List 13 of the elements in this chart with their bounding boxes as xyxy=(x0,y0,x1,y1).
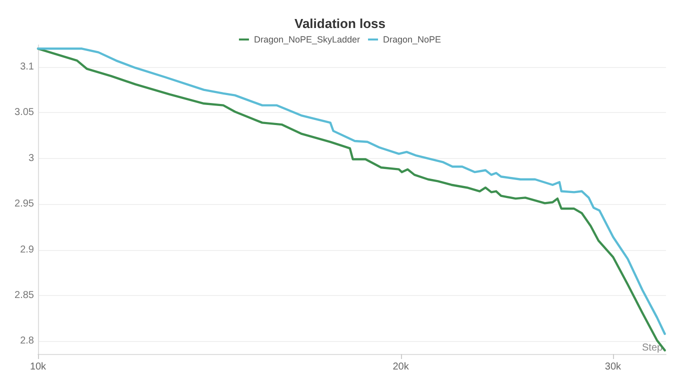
y-tick-label: 3 xyxy=(28,152,34,164)
y-tick-label: 2.95 xyxy=(14,198,34,210)
y-tick-label: 3.1 xyxy=(20,61,34,72)
y-tick-label: 2.9 xyxy=(20,244,34,256)
y-tick-label: 2.85 xyxy=(14,290,34,301)
y-tick-label: 3.05 xyxy=(14,107,34,118)
x-tick-label: 30k xyxy=(604,362,622,372)
y-tick-label: 2.8 xyxy=(20,336,34,347)
x-tick-label: 10k xyxy=(30,362,48,372)
x-tick-label: 20k xyxy=(392,362,410,372)
chart-title: Validation loss xyxy=(294,16,386,31)
legend-label: Dragon_NoPE xyxy=(383,34,442,44)
legend-label: Dragon_NoPE_SkyLadder xyxy=(254,34,360,44)
